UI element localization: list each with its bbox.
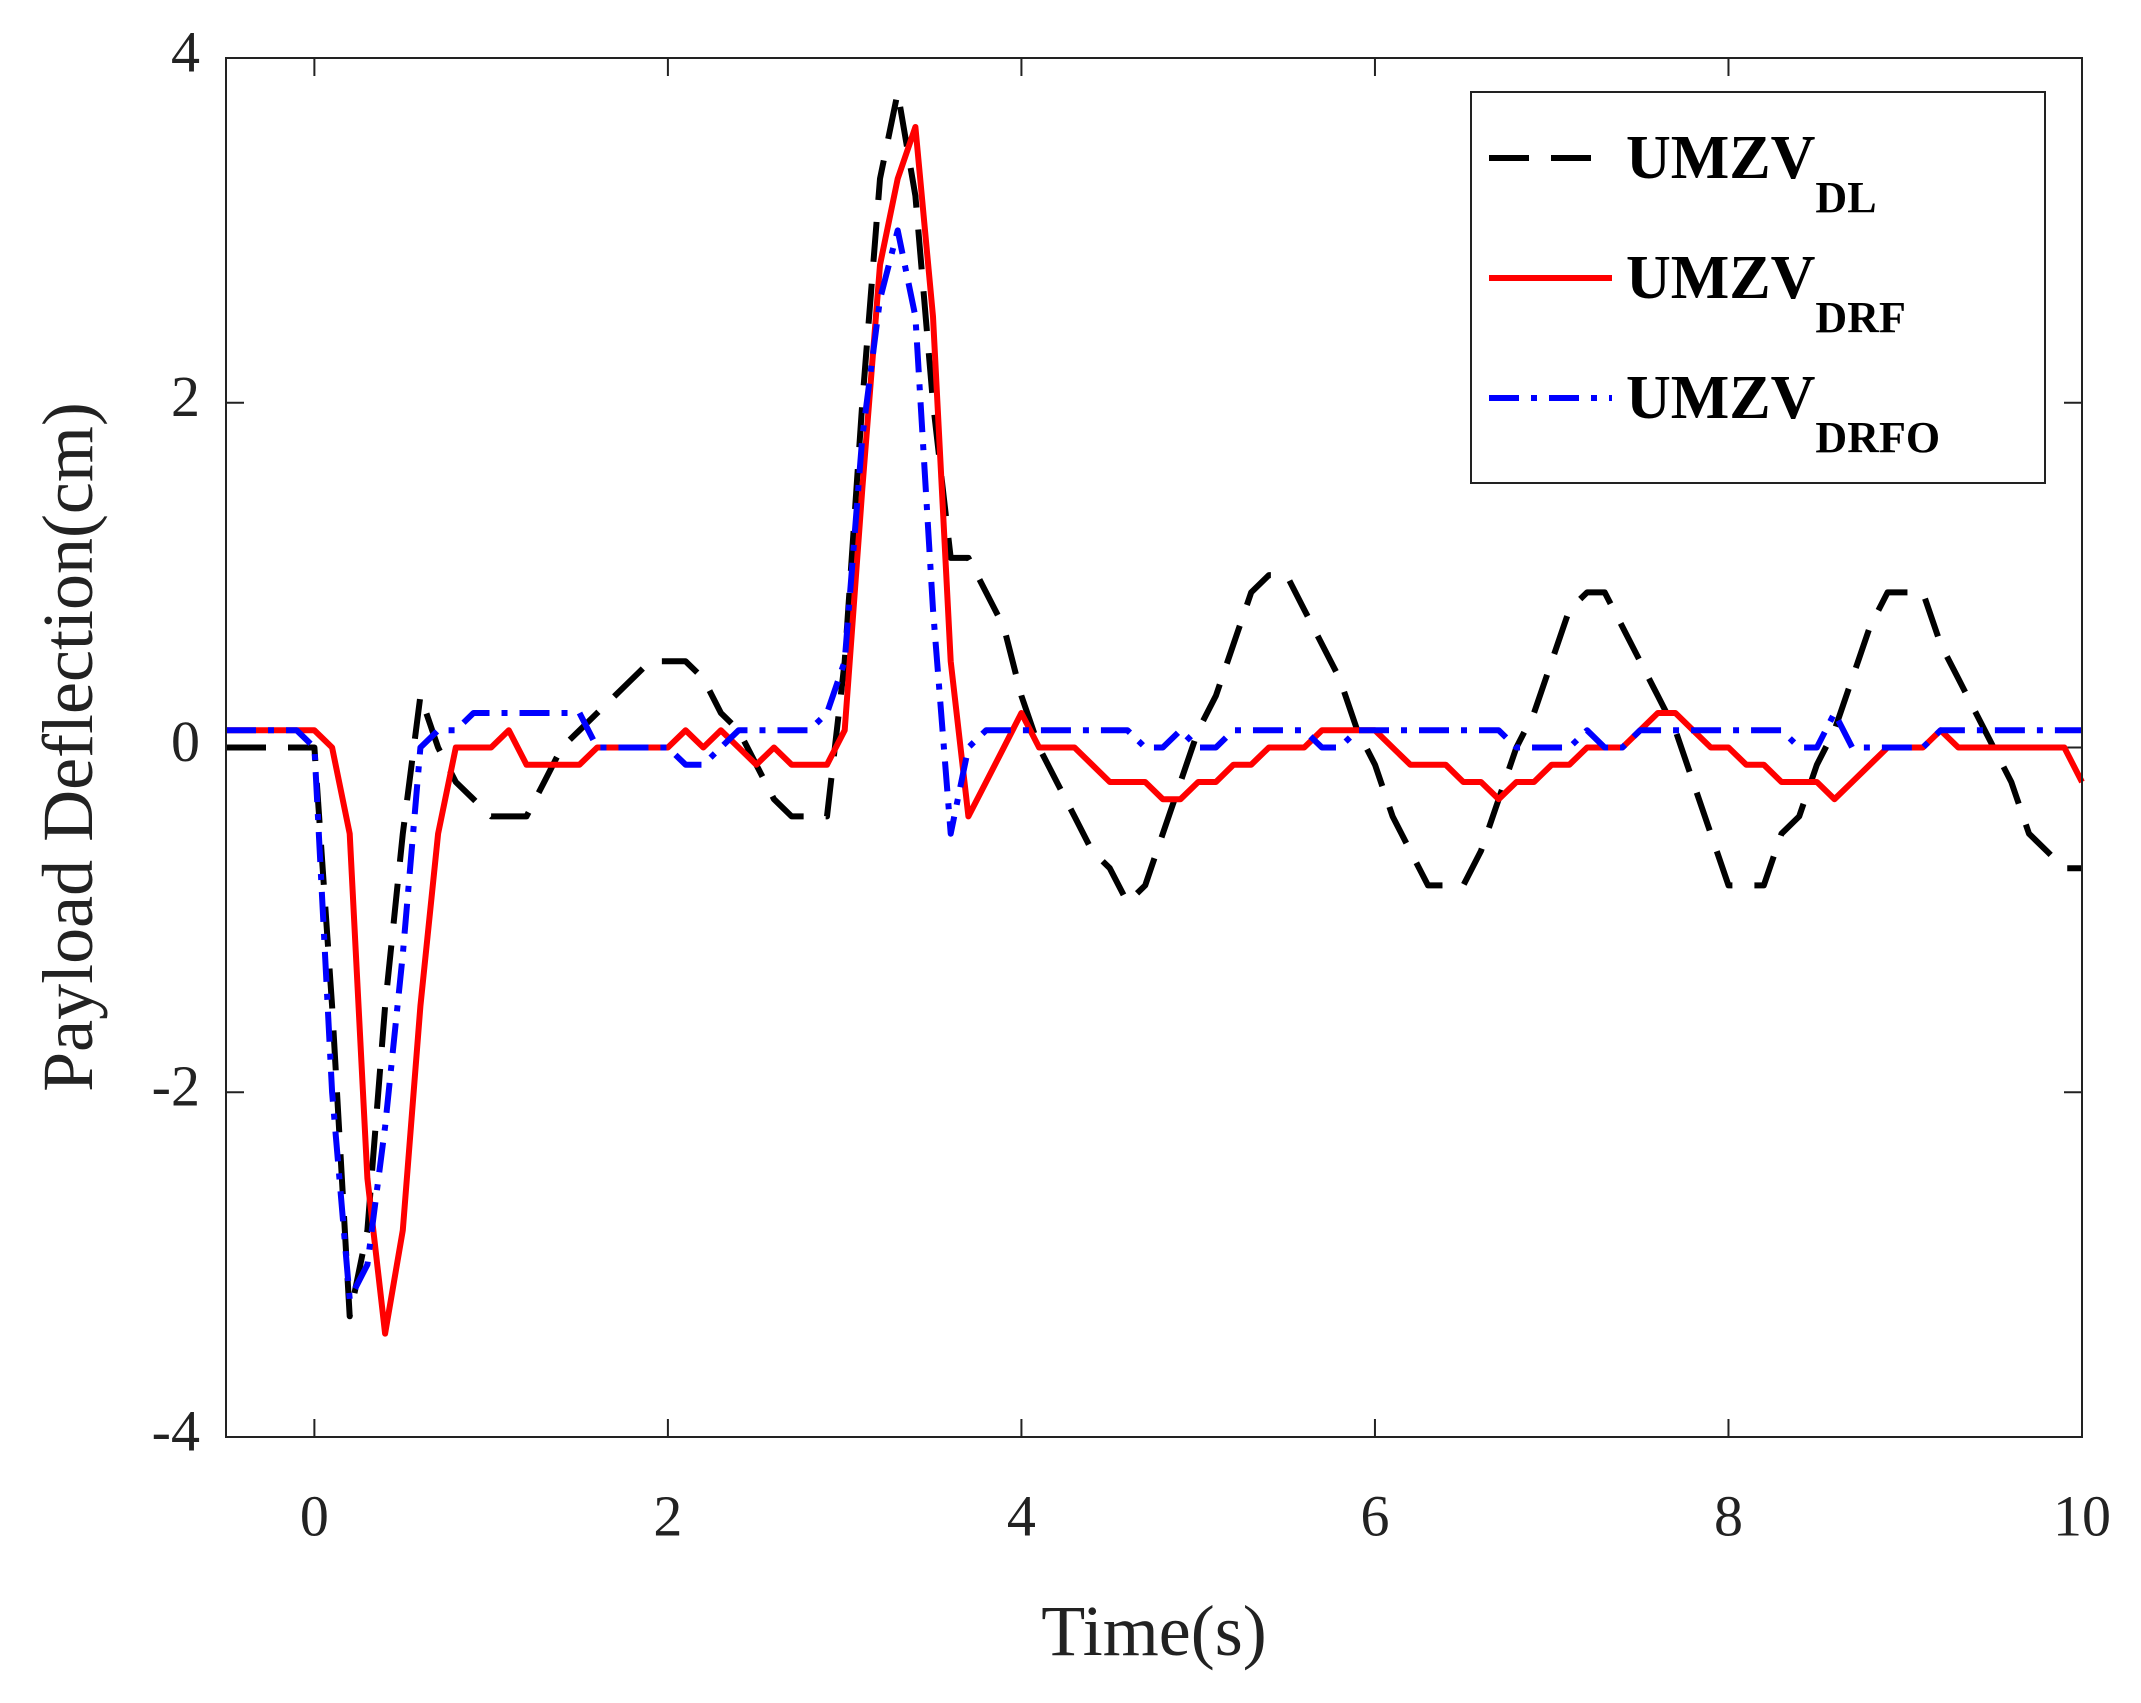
x-tick-label: 2 xyxy=(653,1483,682,1548)
legend-subscript: DL xyxy=(1815,173,1876,222)
legend-name: UMZV xyxy=(1626,124,1816,192)
x-tick-label: 10 xyxy=(2053,1483,2111,1548)
y-tick-label: 4 xyxy=(171,19,200,84)
legend-label: UMZVDL xyxy=(1626,124,1877,222)
x-tick-label: 4 xyxy=(1007,1483,1036,1548)
y-tick-label: 2 xyxy=(171,364,200,429)
series-line xyxy=(226,89,2082,1320)
y-tick-label: 0 xyxy=(171,709,200,774)
y-tick-label: -2 xyxy=(152,1054,200,1119)
legend-label: UMZVDRF xyxy=(1626,244,1906,342)
y-axis-label: Payload Deflection(cm) xyxy=(28,402,108,1092)
x-tick-label: 0 xyxy=(300,1483,329,1548)
legend-subscript: DRF xyxy=(1815,293,1905,342)
series-line xyxy=(226,124,2085,1337)
x-axis-label: Time(s) xyxy=(1041,1591,1266,1671)
plot-frame xyxy=(225,57,2083,1438)
y-tick-label: -4 xyxy=(152,1398,200,1463)
x-tick-label: 6 xyxy=(1360,1483,1389,1548)
legend-name: UMZV xyxy=(1626,364,1816,432)
series-line xyxy=(226,227,2082,1303)
legend-name: UMZV xyxy=(1626,244,1816,312)
legend-subscript: DRFO xyxy=(1815,413,1940,462)
x-tick-label: 8 xyxy=(1714,1483,1743,1548)
legend-label: UMZVDRFO xyxy=(1626,364,1940,462)
